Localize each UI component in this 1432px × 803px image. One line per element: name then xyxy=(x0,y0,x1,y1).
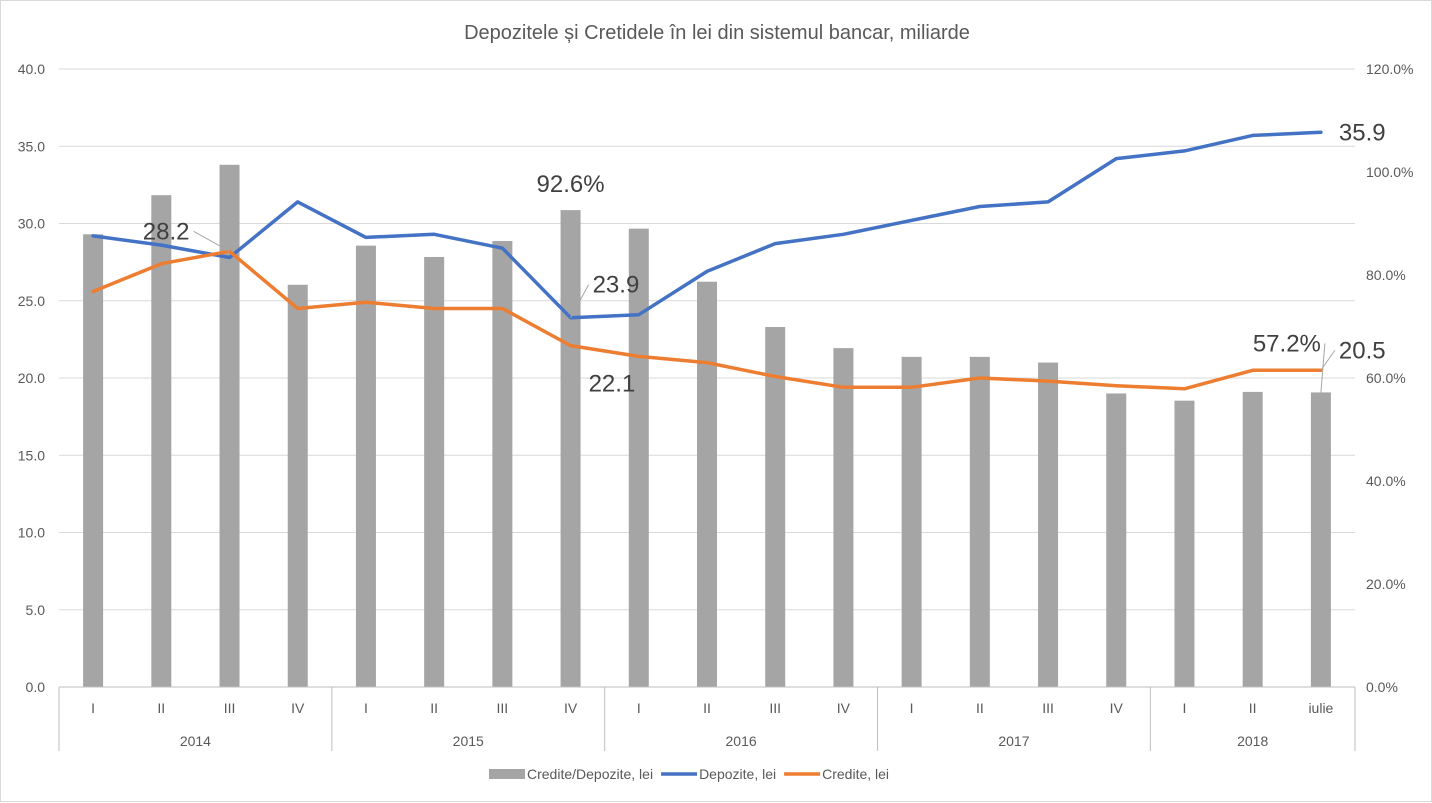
y-right-tick-label: 100.0% xyxy=(1366,164,1413,180)
y-left-tick-label: 25.0 xyxy=(18,293,45,309)
y-left-tick-label: 5.0 xyxy=(26,602,46,618)
bar xyxy=(1038,362,1059,687)
axes: 0.0 5.0 10.0 15.0 20.0 25.0 30.0 35.0 40.0 0.0% 20… xyxy=(18,61,1413,751)
bar xyxy=(287,284,308,687)
x-year-label: 2018 xyxy=(1237,733,1268,749)
bar xyxy=(560,210,581,688)
bars-credite-depozite xyxy=(83,164,1331,688)
x-category-label: I xyxy=(91,700,95,716)
y-left-tick-label: 40.0 xyxy=(18,61,45,77)
bar xyxy=(83,234,104,687)
bar xyxy=(969,356,990,687)
y-right-tick-label: 20.0% xyxy=(1366,576,1406,592)
bar xyxy=(355,245,376,687)
legend-label: Credite/Depozite, lei xyxy=(527,766,653,782)
bar xyxy=(1106,393,1127,687)
y-right-tick-label: 60.0% xyxy=(1366,370,1406,386)
y-right-tick-label: 80.0% xyxy=(1366,267,1406,283)
x-year-label: 2015 xyxy=(453,733,484,749)
y-right-tick-label: 120.0% xyxy=(1366,61,1413,77)
x-category-label: II xyxy=(703,700,711,716)
data-labels: 28.2 92.6% 23.9 22.1 35.9 57.2% 20.5 xyxy=(143,119,1386,397)
bar xyxy=(833,348,854,687)
data-label: 35.9 xyxy=(1339,119,1386,146)
legend: Credite/Depozite, lei Depozite, lei Credit… xyxy=(489,766,889,782)
data-label: 20.5 xyxy=(1339,337,1386,364)
x-year-label: 2014 xyxy=(180,733,211,749)
legend-item: Depozite, lei xyxy=(661,766,776,782)
data-label-leader xyxy=(570,284,590,318)
bar xyxy=(151,195,172,688)
data-label-leader xyxy=(193,230,230,252)
legend-swatch xyxy=(489,769,525,779)
y-right-tick-label: 0.0% xyxy=(1366,679,1398,695)
y-left-tick-label: 30.0 xyxy=(18,216,45,232)
x-category-label: II xyxy=(1249,700,1257,716)
bar xyxy=(424,256,445,687)
x-category-label: IV xyxy=(837,700,851,716)
y-left-tick-label: 15.0 xyxy=(18,447,45,463)
line-depozite xyxy=(91,130,1323,320)
x-category-label: I xyxy=(364,700,368,716)
bar xyxy=(492,241,513,687)
x-category-label: IV xyxy=(1110,700,1124,716)
x-category-label: III xyxy=(224,700,236,716)
x-year-label: 2016 xyxy=(726,733,757,749)
data-label: 28.2 xyxy=(143,218,190,245)
bar xyxy=(765,327,786,687)
x-category-label: IV xyxy=(564,700,578,716)
chart-title: Depozitele și Cretidele în lei din siste… xyxy=(464,22,970,44)
bar xyxy=(1242,391,1263,687)
bar xyxy=(1174,400,1195,687)
data-label: 22.1 xyxy=(589,371,636,398)
bar xyxy=(697,281,717,687)
x-category-label: II xyxy=(430,700,438,716)
legend-label: Credite, lei xyxy=(822,766,889,782)
data-label: 92.6% xyxy=(537,171,605,198)
y-left-tick-label: 0.0 xyxy=(26,679,46,695)
data-label-leader xyxy=(1320,349,1336,371)
x-category-label: II xyxy=(976,700,984,716)
x-category-label: I xyxy=(910,700,914,716)
legend-label: Depozite, lei xyxy=(699,766,776,782)
x-category-label: III xyxy=(769,700,781,716)
line-credite xyxy=(91,249,1323,391)
x-category-label: I xyxy=(637,700,641,716)
series-lines xyxy=(91,130,1323,391)
y-left-tick-label: 10.0 xyxy=(18,525,45,541)
bar xyxy=(1310,392,1331,687)
x-category-label: I xyxy=(1183,700,1187,716)
x-category-label: III xyxy=(1042,700,1054,716)
legend-item: Credite/Depozite, lei xyxy=(489,766,653,782)
y-left-tick-label: 35.0 xyxy=(18,138,45,154)
x-category-label: iulie xyxy=(1308,700,1333,716)
y-right-tick-label: 40.0% xyxy=(1366,473,1406,489)
x-category-label: III xyxy=(497,700,509,716)
data-label: 23.9 xyxy=(593,272,640,299)
x-category-label: II xyxy=(157,700,165,716)
x-year-label: 2017 xyxy=(998,733,1029,749)
bar xyxy=(901,356,922,687)
legend-item: Credite, lei xyxy=(784,766,889,782)
bar xyxy=(628,228,649,687)
bar xyxy=(219,164,240,688)
x-category-label: IV xyxy=(291,700,305,716)
y-left-tick-label: 20.0 xyxy=(18,370,45,386)
data-label: 57.2% xyxy=(1253,330,1321,357)
